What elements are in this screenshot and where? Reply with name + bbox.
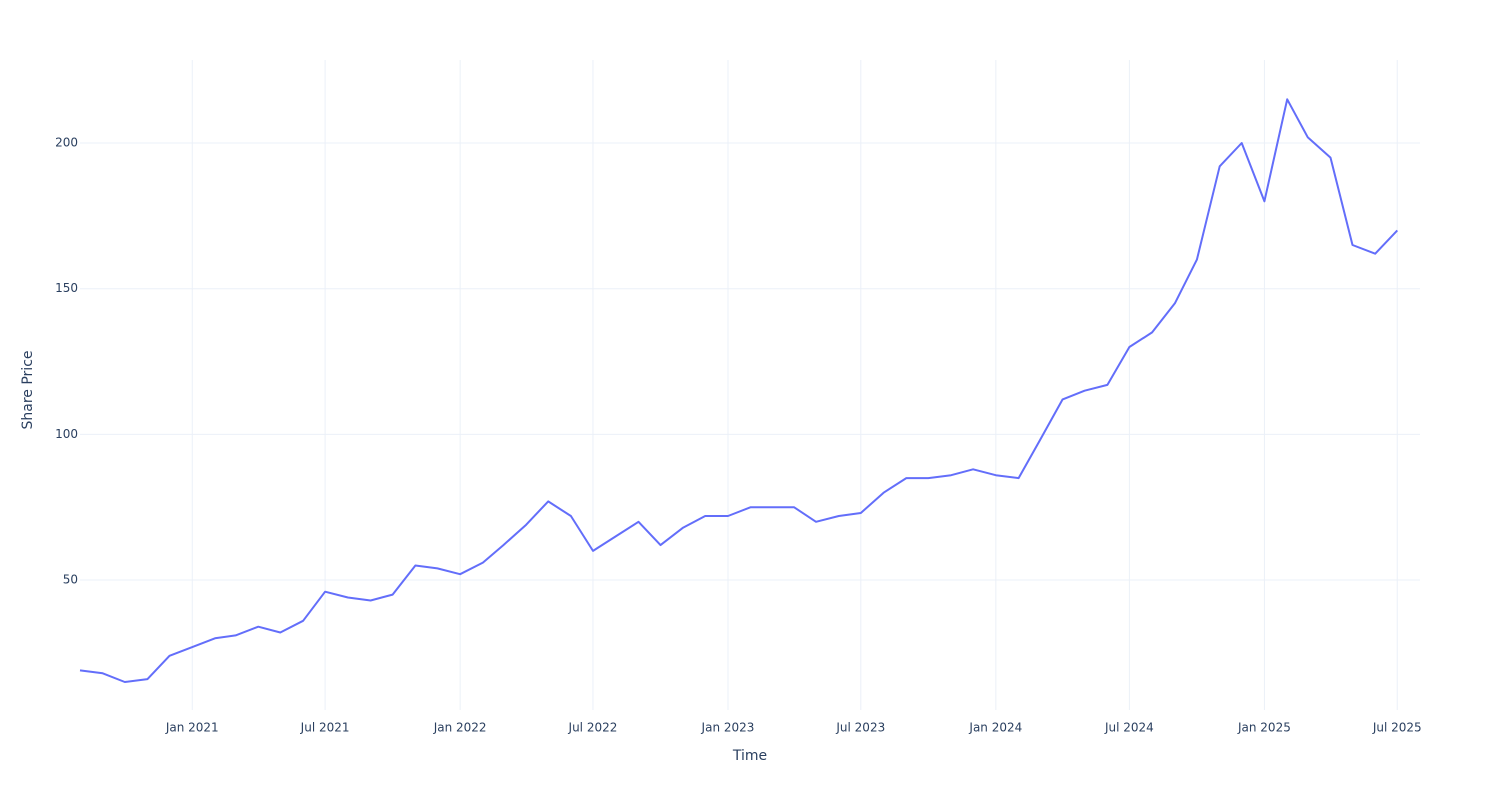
y-tick-label: 150 (55, 281, 78, 295)
x-tick-label: Jul 2022 (568, 721, 618, 735)
x-axis-title: Time (732, 748, 767, 764)
y-tick-label: 50 (63, 573, 78, 587)
x-tick-label: Jul 2024 (1104, 721, 1154, 735)
y-tick-label: 200 (55, 136, 78, 150)
x-tick-label: Jul 2021 (300, 721, 350, 735)
x-tick-label: Jan 2021 (165, 721, 219, 735)
y-tick-label: 100 (55, 427, 78, 441)
x-tick-label: Jan 2024 (968, 721, 1022, 735)
x-tick-label: Jul 2023 (835, 721, 885, 735)
x-tick-label: Jan 2023 (701, 721, 755, 735)
x-tick-label: Jan 2025 (1237, 721, 1291, 735)
price-line (79, 98, 1399, 683)
x-tick-label: Jul 2025 (1372, 721, 1422, 735)
y-axis-title: Share Price (20, 350, 36, 429)
x-tick-label: Jan 2022 (433, 721, 487, 735)
